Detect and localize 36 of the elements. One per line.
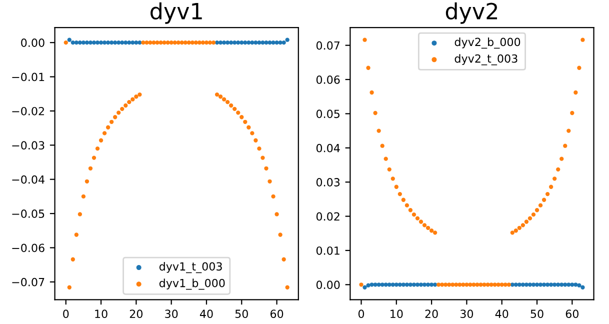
x-tick-label: 50 — [530, 310, 544, 318]
y-tick-label: −0.03 — [12, 141, 44, 150]
y-tick-label: 0.06 — [316, 75, 340, 84]
x-tick-label: 40 — [200, 310, 213, 318]
x-tick-label: 20 — [425, 310, 438, 318]
legend-label: dyv2_b_000 — [454, 38, 520, 49]
y-tick-label: 0.00 — [21, 38, 44, 47]
chart-title: dyv1 — [150, 2, 202, 24]
x-tick-label: 60 — [270, 310, 284, 318]
y-tick-label: −0.04 — [12, 175, 44, 184]
x-tick-label: 0 — [63, 310, 69, 318]
y-tick-label: −0.02 — [12, 106, 44, 116]
y-tick-label: 0.03 — [316, 178, 340, 186]
y-tick-label: 0.07 — [316, 41, 340, 50]
y-tick-label: −0.06 — [12, 244, 44, 252]
y-tick-label: 0.00 — [316, 280, 340, 290]
x-tick-label: 60 — [566, 310, 578, 318]
y-tick-label: 0.05 — [316, 110, 340, 118]
x-tick-label: 40 — [495, 310, 508, 318]
y-tick-label: 0.01 — [316, 246, 340, 255]
y-tick-label: −0.07 — [12, 278, 44, 286]
y-tick-label: 0.02 — [316, 212, 340, 221]
x-tick-label: 50 — [235, 310, 248, 318]
chart-title: dyv2 — [446, 2, 498, 24]
x-tick-label: 10 — [95, 310, 108, 318]
x-tick-label: 30 — [165, 310, 178, 318]
x-tick-label: 20 — [130, 310, 143, 318]
x-tick-label: 30 — [460, 310, 474, 318]
y-tick-label: −0.01 — [12, 72, 44, 82]
x-tick-label: 10 — [390, 310, 403, 318]
y-tick-label: 0.04 — [316, 144, 340, 152]
y-tick-label: −0.05 — [12, 210, 44, 218]
legend-label: dyv1_b_000 — [159, 278, 225, 290]
x-tick-label: 0 — [358, 310, 364, 318]
legend-label: dyv1_t_003 — [159, 262, 222, 274]
legend-label: dyv2_t_003 — [454, 54, 518, 66]
